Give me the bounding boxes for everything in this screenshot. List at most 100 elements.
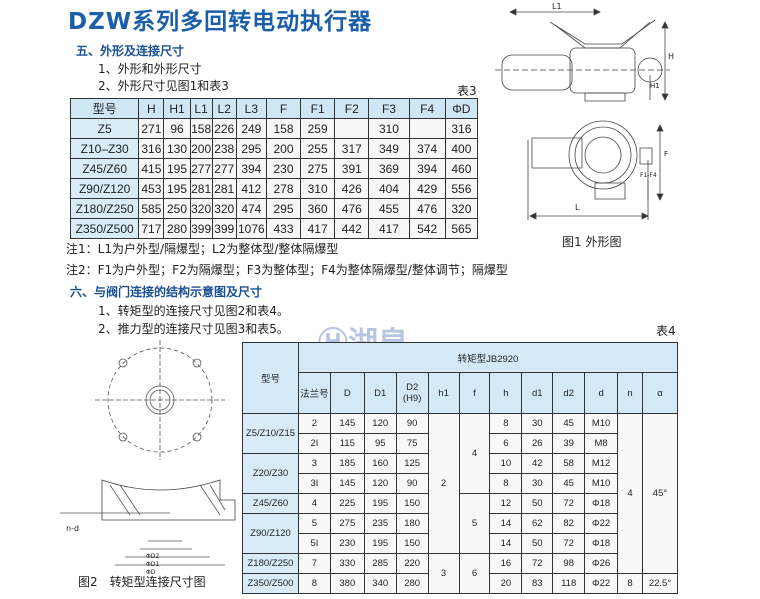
- table3-cell: 404: [368, 178, 410, 199]
- table4-cell: Φ22: [584, 573, 619, 594]
- table-row: Z350/Z500 8 380 340 280 20 83 118 Φ22 8 22.5°: [242, 573, 679, 594]
- table4-cell: 45: [552, 473, 586, 494]
- table3-cell: 1076: [235, 218, 267, 239]
- fig1-label-l1: L1: [552, 2, 562, 11]
- table3-cell: 320: [211, 198, 237, 219]
- table3-cell: 349: [368, 138, 410, 159]
- table3-header-cell: H1: [163, 98, 191, 119]
- note-2: 注2：F1为户外型；F2为隔爆型；F3为整体型；F4为整体隔爆型/整体调节；隔爆…: [66, 263, 508, 277]
- table4-cell: 180: [395, 513, 429, 534]
- table4-cell: 5I: [297, 533, 331, 554]
- table4-cell: 12: [489, 493, 523, 514]
- table4-cell: 120: [363, 473, 397, 494]
- table3-model-cell: Z5: [69, 118, 140, 139]
- table4-cell: 330: [329, 553, 365, 574]
- table4-cell: 8: [489, 413, 523, 434]
- table4-cell: 90: [395, 413, 429, 434]
- table3-cell: 96: [163, 118, 191, 139]
- table3-cell: 426: [334, 178, 370, 199]
- table4-cell: M10: [584, 413, 619, 434]
- table4-cell: 285: [363, 553, 397, 574]
- table4-cell: 125: [395, 453, 429, 474]
- table4-cell: 150: [395, 533, 429, 554]
- table4-model-cell: Z90/Z120: [242, 513, 299, 554]
- table3-cell: 399: [189, 218, 213, 239]
- table-row: Z180/Z250 585 250 320 320 474 295 360 476 455 476 3…: [69, 198, 479, 219]
- table-row: Z5 271 96 158 226 249 158 259 310 316: [69, 118, 479, 139]
- table4-cell: 14: [489, 533, 523, 554]
- table4-cell: 83: [521, 573, 554, 594]
- table4-cell: 82: [552, 513, 586, 534]
- table3-cell: 417: [300, 218, 336, 239]
- table4-cell: 95: [363, 433, 397, 454]
- table3-cell: 394: [408, 158, 446, 179]
- table3-cell: [408, 118, 446, 139]
- table4-cell: 26: [521, 433, 554, 454]
- table4-cell: 39: [552, 433, 586, 454]
- table3-cell: [334, 118, 370, 139]
- table3-model-cell: Z350/Z500: [69, 218, 140, 239]
- table4-cell: 30: [521, 473, 554, 494]
- table3-cell: 295: [235, 138, 267, 159]
- fig2-label-d2: ΦD2: [146, 553, 160, 560]
- table3-header-cell: F1: [300, 98, 336, 119]
- table4-cell: 195: [363, 493, 397, 514]
- table4-cell: 42: [521, 453, 554, 474]
- table3-cell: 281: [189, 178, 213, 199]
- table4-cell: 380: [329, 573, 365, 594]
- table3-cell: 429: [408, 178, 446, 199]
- table4-model-header: 型号: [242, 342, 299, 414]
- table4-cell: Φ22: [584, 513, 619, 534]
- table4-merged-n: 4: [617, 413, 643, 574]
- table4-cell: 280: [395, 573, 429, 594]
- figure1-outline-drawing: [490, 0, 760, 235]
- table4-cell: 72: [552, 533, 586, 554]
- table4-cell: 6: [489, 433, 523, 454]
- table3-cell: 394: [235, 158, 267, 179]
- table3-cell: 400: [444, 138, 479, 159]
- table3-cell: 200: [265, 138, 302, 159]
- table3-cell: 250: [163, 198, 191, 219]
- table4-cell: 62: [521, 513, 554, 534]
- table4-cell: 3I: [297, 473, 331, 494]
- table3-cell: 442: [334, 218, 370, 239]
- table3-header-cell: F2: [334, 98, 370, 119]
- table4-cell: 10: [489, 453, 523, 474]
- table4-cell: 225: [329, 493, 365, 514]
- table3-header-cell: L2: [211, 98, 237, 119]
- table4-merged-f: 6: [458, 553, 491, 594]
- table-row: Z5/Z10/Z15 2 145 120 90 2 4 8 30 45 M10 4 45°: [242, 413, 679, 574]
- table3-cell: 249: [235, 118, 267, 139]
- table4-cell: 14: [489, 513, 523, 534]
- table3-header-cell: H: [138, 98, 165, 119]
- table3-cell: 130: [163, 138, 191, 159]
- table3-header-row: 型号 H H1 L1 L2 L3 F F1 F2 F3 F4 ΦD: [69, 98, 479, 119]
- table3-cell: 316: [444, 118, 479, 139]
- table3-cell: 310: [368, 118, 410, 139]
- figure2-connection-drawing: [60, 335, 240, 570]
- table4-header-cell: h1: [427, 372, 460, 414]
- table4-cell: 160: [363, 453, 397, 474]
- table3-cell: 556: [444, 178, 479, 199]
- table4-model-cell: Z20/Z30: [242, 453, 299, 494]
- table-row: Z10–Z30 316 130 200 238 295 200 255 317 349 374 400: [69, 138, 479, 159]
- table3-header-cell: ΦD: [444, 98, 479, 119]
- table4-cell: 5: [297, 513, 331, 534]
- fig1-label-f1: F1-F4: [640, 172, 657, 179]
- table4-merged-a: 45°: [641, 413, 679, 574]
- table4-merged-h1: 2: [427, 413, 460, 554]
- table3-cell: 195: [163, 178, 191, 199]
- table4-cell: 145: [329, 413, 365, 434]
- table4-cell: 16: [489, 553, 523, 574]
- table4-header-cell: D: [329, 372, 365, 414]
- table4-model-cell: Z45/Z60: [242, 493, 299, 514]
- table4-model-cell: Z180/Z250: [242, 553, 299, 574]
- fig1-label-h: H: [668, 52, 675, 61]
- table3-cell: 278: [265, 178, 302, 199]
- table4: 型号 转矩型JB2920 法兰号 D D1 D2 (H9) h1 f h d1 d2 d n α Z5…: [242, 342, 679, 594]
- section6-item: 1、转矩型的连接尺寸见图2和表4。: [98, 304, 289, 318]
- table3-cell: 295: [265, 198, 302, 219]
- table3-header-cell: F: [265, 98, 302, 119]
- table3-cell: 717: [138, 218, 165, 239]
- table3-cell: 230: [265, 158, 302, 179]
